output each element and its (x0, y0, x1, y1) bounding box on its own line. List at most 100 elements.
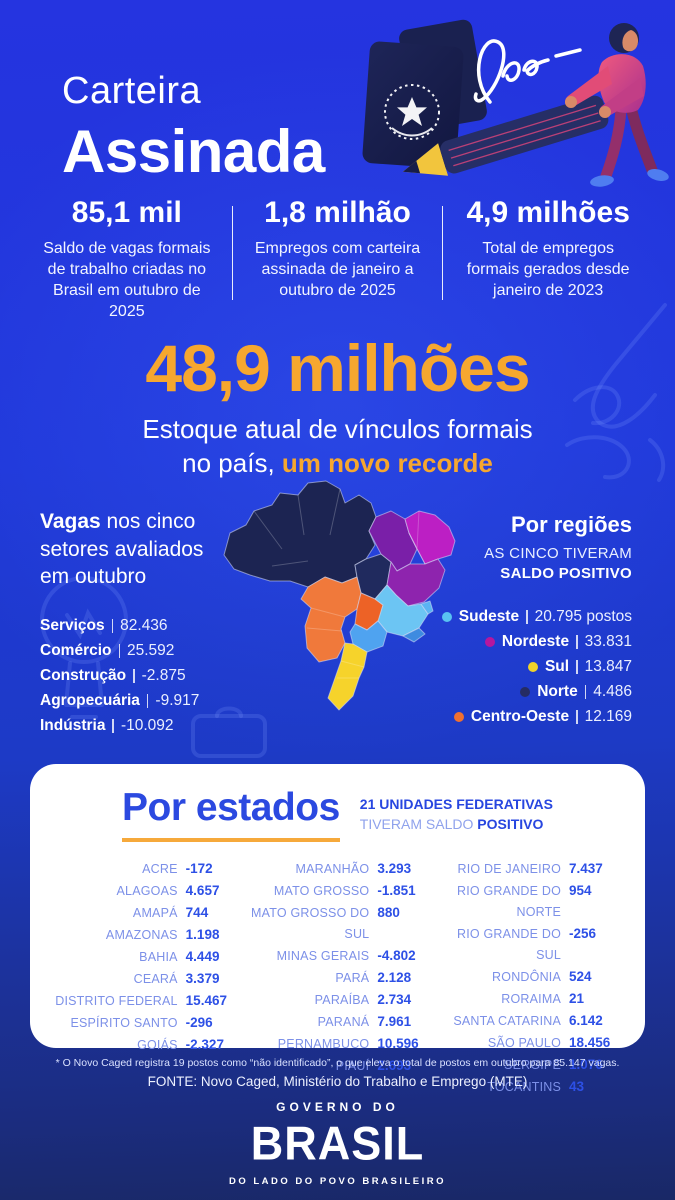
sector-name: Agropecuária (40, 692, 140, 710)
highlight-record-text: um novo recorde (281, 448, 493, 479)
state-name: PIAUÍ (335, 1059, 370, 1073)
state-value: 524 (569, 969, 592, 984)
region-value: 12.169 (584, 708, 632, 725)
region-value: 33.831 (584, 633, 632, 650)
state-value: 10.596 (377, 1036, 419, 1051)
region-row: Norte 4.486 (442, 679, 632, 704)
shoe (647, 169, 669, 181)
map-section: Vagas nos cinco setores avaliados em out… (0, 468, 675, 763)
sector-name: Serviços (40, 617, 105, 635)
gov-brasil-logo: GOVERNO DO BRASIL DO LADO DO POVO BRASIL… (0, 1100, 675, 1187)
state-row: MINAS GERAIS -4.802 (246, 945, 430, 967)
state-name: RONDÔNIA (492, 970, 562, 984)
regions-subtitle-line2: SALDO POSITIVO (500, 565, 632, 582)
briefcase-doodle (191, 706, 267, 758)
state-value: 18.456 (569, 1035, 611, 1050)
state-row: RIO GRANDE DO NORTE 954 (437, 880, 621, 923)
region-color-dot (484, 636, 495, 647)
state-value: 21 (569, 991, 585, 1006)
map-region-es (420, 600, 434, 615)
highlight-subtitle-line1: Estoque atual de vínculos formais (142, 414, 533, 444)
pipe-divider (133, 668, 135, 683)
state-name: DISTRITO FEDERAL (55, 994, 178, 1008)
title-line1: Carteira (62, 70, 202, 112)
region-name: Sul (544, 658, 570, 675)
page-title: Carteira Assinada (62, 70, 325, 186)
state-row: SANTA CATARINA 6.142 (437, 1010, 621, 1032)
state-name: SERGIPE (504, 1058, 562, 1072)
region-color-dot (527, 661, 538, 672)
state-row: RIO DE JANEIRO 7.437 (437, 858, 621, 880)
state-value: 3.293 (377, 861, 412, 876)
states-column-3: RIO DE JANEIRO 7.437 RIO GRANDE DO NORTE… (437, 858, 621, 1098)
state-name: MATO GROSSO (273, 884, 370, 898)
sector-value: -10.092 (120, 717, 174, 735)
pipe-divider (111, 618, 114, 633)
region-name: Centro-Oeste (470, 708, 570, 725)
stat-label: Empregos com carteira assinada de janeir… (254, 240, 421, 300)
sectors-block: Vagas nos cinco setores avaliados em out… (40, 508, 225, 738)
state-value: -2.327 (185, 1037, 224, 1052)
stat-october-balance: 85,1 mil Saldo de vagas formais de traba… (22, 196, 232, 322)
sector-value: -2.875 (141, 667, 186, 685)
state-row: MATO GROSSO -1.851 (246, 880, 430, 902)
lightbulb-doodle (40, 576, 128, 719)
sectors-title: Vagas nos cinco setores avaliados em out… (40, 510, 204, 589)
state-name: MINAS GERAIS (276, 949, 370, 963)
state-row: ACRE -172 (54, 858, 238, 880)
map-region-bahia (386, 558, 446, 607)
sector-row: Serviços 82.436 (40, 613, 225, 638)
highlight-number: 48,9 milhões (145, 331, 530, 405)
logo-governo-do: GOVERNO DO (276, 1100, 399, 1114)
brazil-regions-map (223, 480, 456, 711)
region-row: Sudeste 20.795 postos (441, 604, 632, 629)
state-row: AMAPÁ 744 (54, 902, 238, 924)
state-value: 1.076 (569, 1057, 603, 1072)
map-state-borders (253, 488, 426, 679)
state-value: 3.379 (185, 971, 220, 986)
stats-row: 85,1 mil Saldo de vagas formais de traba… (22, 196, 653, 322)
state-row: SÃO PAULO 18.456 (437, 1032, 621, 1054)
sector-list: Serviços 82.436 Comércio 25.592 Construç… (40, 613, 225, 738)
state-row: DISTRITO FEDERAL 15.467 (54, 990, 238, 1012)
map-region-rio (402, 627, 426, 643)
sector-row: Construção -2.875 (40, 663, 225, 688)
workcard-booklets (362, 19, 487, 169)
state-name: MATO GROSSO DO SUL (251, 906, 370, 941)
state-name: ALAGOAS (116, 884, 178, 898)
state-name: RIO DE JANEIRO (457, 862, 562, 876)
state-name: PARANÁ (317, 1015, 370, 1029)
logo-brasil: BRASIL (250, 1116, 425, 1171)
handshake-doodle (565, 303, 667, 482)
region-name: Norte (537, 683, 578, 700)
highlight-block: 48,9 milhões Estoque atual de vínculos f… (0, 330, 675, 481)
sector-name: Construção (40, 667, 127, 685)
pipe-divider (576, 709, 578, 724)
state-value: -172 (185, 861, 213, 876)
state-value: 744 (185, 905, 209, 920)
states-subtitle-line2: TIVERAM SALDO POSITIVO (359, 815, 544, 832)
state-value: 954 (569, 883, 592, 898)
state-value: 2.734 (377, 992, 412, 1007)
state-row: MATO GROSSO DO SUL 880 (246, 902, 430, 945)
states-column-2: MARANHÃO 3.293 MATO GROSSO -1.851 MATO G… (246, 858, 430, 1098)
state-name: PERNAMBUCO (277, 1037, 370, 1051)
state-value: -1.851 (377, 883, 416, 898)
region-value: 20.795 postos (534, 608, 632, 625)
state-row: RONDÔNIA 524 (437, 966, 621, 988)
state-row: PERNAMBUCO 10.596 (246, 1033, 430, 1055)
sector-name: Indústria (40, 717, 106, 735)
map-region-minas-gerais (374, 584, 429, 637)
source-line: FONTE: Novo Caged, Ministério do Trabalh… (147, 1074, 528, 1089)
person-arms (565, 66, 644, 118)
map-region-norte (223, 480, 377, 588)
region-name: Sudeste (458, 608, 520, 625)
state-value: -256 (569, 926, 597, 941)
state-name: PARAÍBA (314, 993, 370, 1007)
shoe (590, 175, 614, 187)
sector-value: -9.917 (155, 692, 200, 710)
state-value: 7.961 (377, 1014, 412, 1029)
map-region-centro-oeste (300, 576, 362, 663)
state-name: BAHIA (139, 950, 178, 964)
state-row: ALAGOAS 4.657 (54, 880, 238, 902)
